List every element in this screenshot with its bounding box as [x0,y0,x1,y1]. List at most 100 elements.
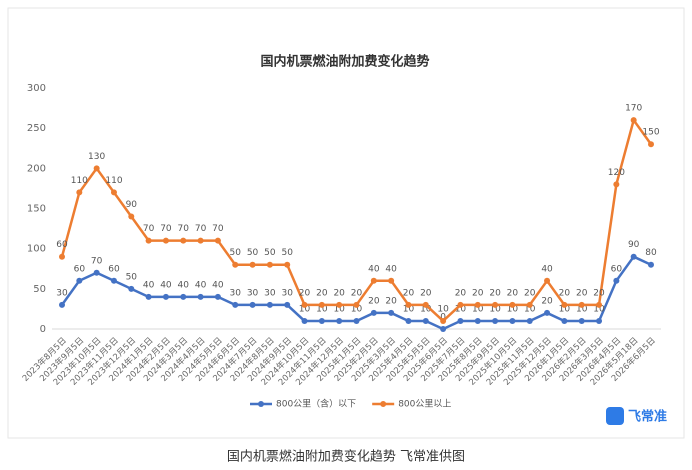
point [93,269,100,276]
legend-marker [258,401,264,407]
point [457,317,464,324]
data-label: 110 [105,176,122,186]
y-tick-label: 50 [33,284,46,295]
point [544,277,551,284]
data-label: 10 [576,304,588,314]
y-tick-label: 0 [40,324,46,335]
data-label: 60 [56,240,68,250]
data-label: 20 [351,288,363,298]
point [578,301,585,308]
logo: 飞常准 [606,407,667,425]
point [526,317,533,324]
point [145,293,152,300]
data-label: 80 [645,248,657,258]
data-label: 40 [195,280,207,290]
data-label: 10 [524,304,536,314]
logo-icon [606,407,624,425]
point [214,293,221,300]
data-label: 20 [593,288,605,298]
data-label: 70 [212,224,224,234]
data-label: 10 [351,304,363,314]
point [526,301,533,308]
data-label: 20 [524,288,536,298]
data-label: 20 [299,288,311,298]
point [440,317,447,324]
point [249,261,256,268]
point [301,301,308,308]
point [561,301,568,308]
data-label: 30 [247,288,259,298]
data-label: 40 [143,280,155,290]
point [474,317,481,324]
data-label: 70 [178,224,190,234]
point [405,301,412,308]
point [405,317,412,324]
data-label: 10 [455,304,467,314]
data-label: 20 [420,288,432,298]
y-tick-label: 100 [27,244,46,255]
data-label: 40 [160,280,172,290]
data-label: 10 [437,304,449,314]
point [284,301,291,308]
data-label: 20 [455,288,467,298]
data-label: 20 [541,296,553,306]
data-label: 20 [403,288,415,298]
point [301,317,308,324]
point [76,277,83,284]
point [422,301,429,308]
data-label: 40 [541,264,553,274]
legend-label: 800公里（含）以下 [276,398,356,410]
point [266,301,273,308]
point [648,141,654,148]
data-label: 50 [247,248,259,258]
data-label: 90 [628,240,640,250]
data-label: 70 [160,224,172,234]
data-label: 10 [472,304,484,314]
point [110,277,117,284]
data-label: 40 [212,280,224,290]
point [162,237,169,244]
data-label: 10 [507,304,519,314]
data-label: 20 [559,288,571,298]
data-label: 70 [195,224,207,234]
data-label: 60 [611,264,623,274]
point [232,301,239,308]
point [370,309,377,316]
point [128,285,135,292]
point [59,253,65,260]
chart-title: 国内机票燃油附加费变化趋势 [260,54,429,70]
point [180,293,187,300]
point [353,317,360,324]
point [509,301,516,308]
point [596,301,603,308]
point [596,317,603,324]
point [561,317,568,324]
data-label: 120 [608,168,625,178]
data-label: 30 [230,288,242,298]
caption: 国内机票燃油附加费变化趋势 飞常准供图 [227,449,465,465]
data-label: 20 [333,288,345,298]
data-label: 10 [299,304,311,314]
point [180,237,187,244]
point [318,301,325,308]
point [336,317,343,324]
data-label: 20 [489,288,501,298]
point [145,237,152,244]
point [162,293,169,300]
data-label: 10 [420,304,432,314]
data-label: 20 [368,296,380,306]
data-label: 150 [642,128,659,138]
point [110,189,117,196]
data-label: 10 [333,304,345,314]
data-label: 20 [507,288,519,298]
point [613,181,620,188]
data-label: 20 [576,288,588,298]
point [578,317,585,324]
data-label: 60 [74,264,86,274]
chart-frame [7,7,685,439]
data-label: 130 [88,152,105,162]
point [232,261,239,268]
point [388,277,395,284]
point [353,301,360,308]
point [197,293,204,300]
